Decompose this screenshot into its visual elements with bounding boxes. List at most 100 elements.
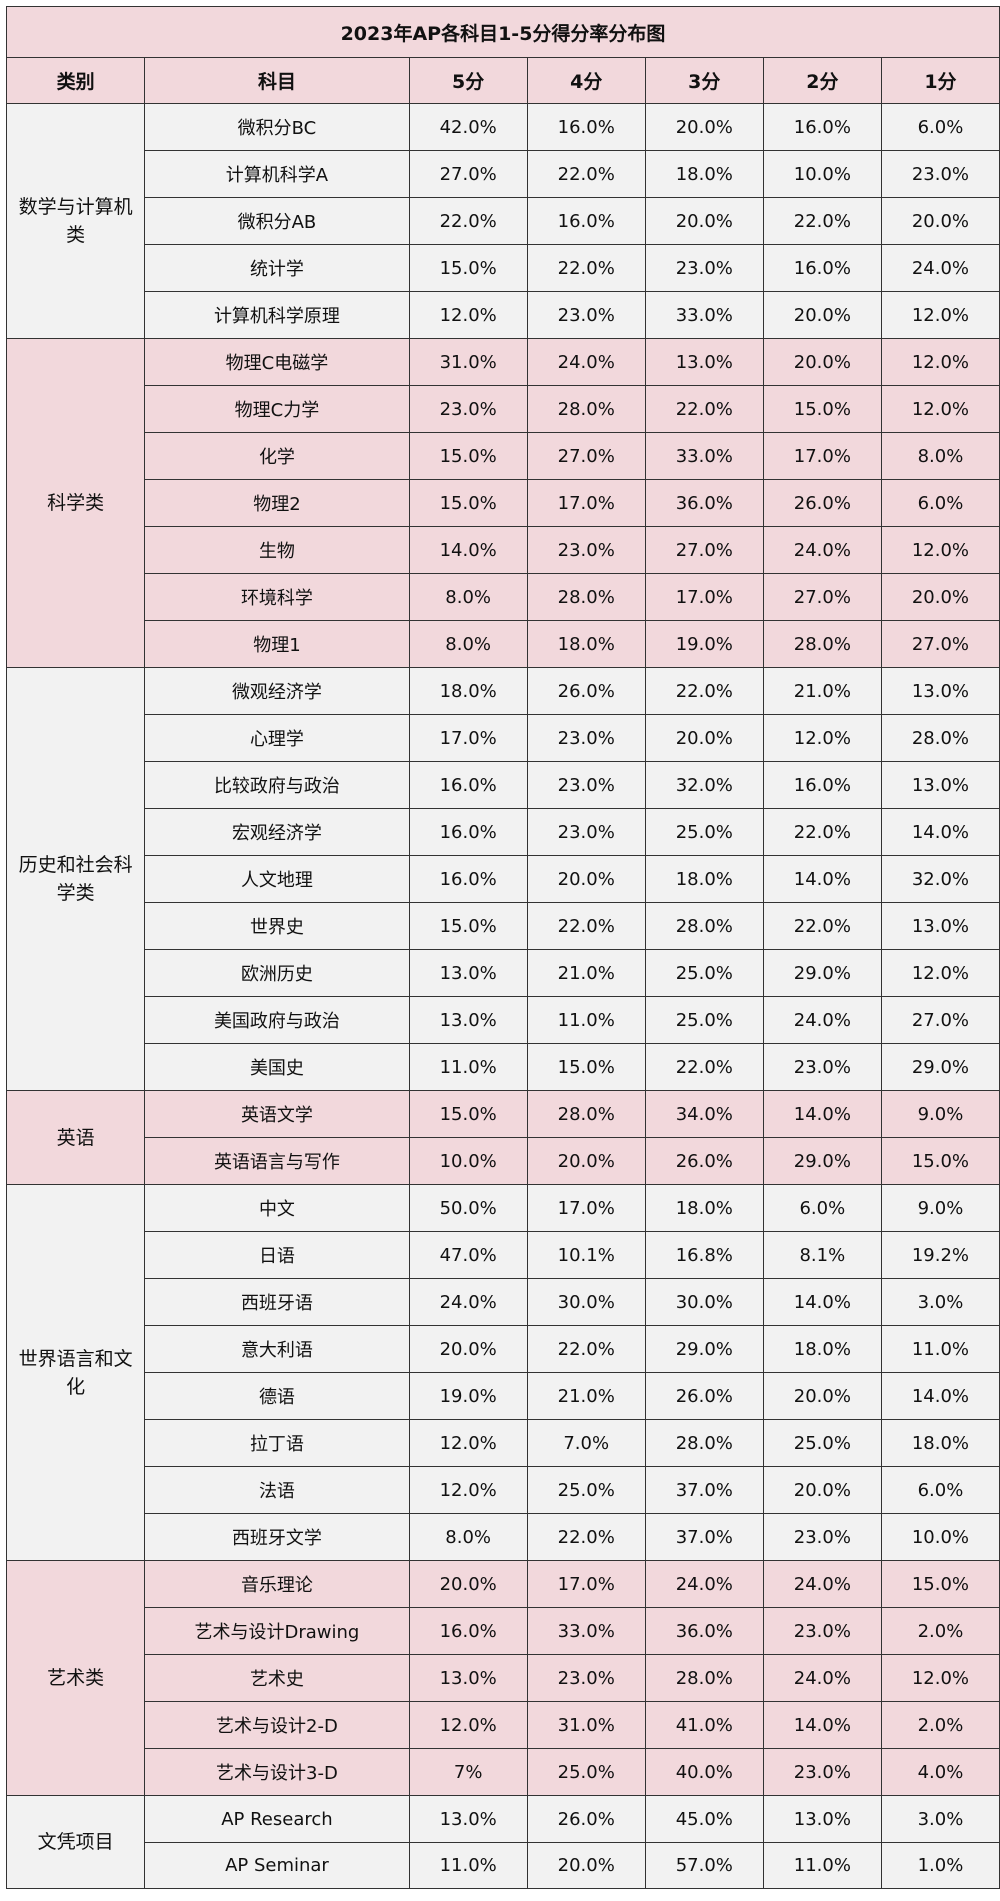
score-5-cell: 11.0% — [408, 1842, 528, 1889]
header-row: 类别 科目 5分 4分 3分 2分 1分 — [5, 57, 1000, 104]
score-4-cell: 25.0% — [526, 1466, 646, 1514]
table-row: 欧洲历史 13.0% 21.0% 25.0% 29.0% 12.0% — [7, 949, 1000, 997]
header-subject: 科目 — [144, 57, 410, 104]
score-1-cell: 24.0% — [880, 244, 1000, 292]
table-row: 德语 19.0% 21.0% 26.0% 20.0% 14.0% — [7, 1372, 1000, 1420]
score-2-cell: 23.0% — [762, 1043, 882, 1091]
header-category: 类别 — [5, 57, 146, 104]
category-cell: 艺术类 — [5, 1560, 146, 1796]
score-4-cell: 20.0% — [526, 1842, 646, 1889]
score-3-cell: 22.0% — [644, 1043, 764, 1091]
table-row: 比较政府与政治 16.0% 23.0% 32.0% 16.0% 13.0% — [7, 761, 1000, 809]
subject-cell: 艺术史 — [144, 1654, 410, 1702]
table-row: 法语 12.0% 25.0% 37.0% 20.0% 6.0% — [7, 1466, 1000, 1514]
score-1-cell: 3.0% — [880, 1795, 1000, 1843]
score-3-cell: 25.0% — [644, 996, 764, 1044]
score-1-cell: 14.0% — [880, 1372, 1000, 1420]
score-2-cell: 13.0% — [762, 1795, 882, 1843]
score-2-cell: 15.0% — [762, 385, 882, 433]
score-4-cell: 16.0% — [526, 197, 646, 245]
score-4-cell: 23.0% — [526, 761, 646, 809]
score-1-cell: 19.2% — [880, 1231, 1000, 1279]
category-cell: 科学类 — [5, 338, 146, 668]
score-2-cell: 20.0% — [762, 338, 882, 386]
subject-cell: 比较政府与政治 — [144, 761, 410, 809]
score-5-cell: 12.0% — [408, 1701, 528, 1749]
score-3-cell: 37.0% — [644, 1466, 764, 1514]
score-1-cell: 14.0% — [880, 808, 1000, 856]
score-4-cell: 21.0% — [526, 1372, 646, 1420]
score-5-cell: 17.0% — [408, 714, 528, 762]
score-2-cell: 16.0% — [762, 244, 882, 292]
score-1-cell: 1.0% — [880, 1842, 1000, 1889]
header-score-3: 3分 — [644, 57, 764, 104]
score-4-cell: 22.0% — [526, 1325, 646, 1373]
score-2-cell: 23.0% — [762, 1607, 882, 1655]
table-row: 英语 英语文学 15.0% 28.0% 34.0% 14.0% 9.0% — [5, 1090, 1000, 1185]
score-1-cell: 12.0% — [880, 1654, 1000, 1702]
subject-cell: 化学 — [144, 432, 410, 480]
table-row: 日语 47.0% 10.1% 16.8% 8.1% 19.2% — [7, 1231, 1000, 1279]
score-5-cell: 12.0% — [408, 291, 528, 339]
score-3-cell: 19.0% — [644, 620, 764, 668]
table-row: 英语语言与写作 10.0% 20.0% 26.0% 29.0% 15.0% — [7, 1137, 1000, 1185]
subject-cell: 环境科学 — [144, 573, 410, 621]
score-3-cell: 33.0% — [644, 291, 764, 339]
score-3-cell: 30.0% — [644, 1278, 764, 1326]
score-2-cell: 22.0% — [762, 902, 882, 950]
score-1-cell: 3.0% — [880, 1278, 1000, 1326]
score-5-cell: 23.0% — [408, 385, 528, 433]
table-row: 艺术史 13.0% 23.0% 28.0% 24.0% 12.0% — [7, 1654, 1000, 1702]
score-3-cell: 40.0% — [644, 1748, 764, 1796]
score-1-cell: 9.0% — [880, 1184, 1000, 1232]
score-5-cell: 8.0% — [408, 573, 528, 621]
score-3-cell: 13.0% — [644, 338, 764, 386]
score-3-cell: 36.0% — [644, 479, 764, 527]
score-2-cell: 24.0% — [762, 1654, 882, 1702]
table-row: 计算机科学A 27.0% 22.0% 18.0% 10.0% 23.0% — [7, 150, 1000, 198]
score-4-cell: 7.0% — [526, 1419, 646, 1467]
title-row: 2023年AP各科目1-5分得分率分布图 — [6, 6, 1000, 58]
score-5-cell: 13.0% — [408, 949, 528, 997]
table-row: 计算机科学原理 12.0% 23.0% 33.0% 20.0% 12.0% — [7, 291, 1000, 339]
score-5-cell: 20.0% — [408, 1325, 528, 1373]
score-1-cell: 12.0% — [880, 385, 1000, 433]
subject-cell: AP Seminar — [144, 1842, 410, 1889]
score-4-cell: 31.0% — [526, 1701, 646, 1749]
score-2-cell: 14.0% — [762, 1701, 882, 1749]
score-3-cell: 29.0% — [644, 1325, 764, 1373]
score-4-cell: 23.0% — [526, 1654, 646, 1702]
score-2-cell: 16.0% — [762, 761, 882, 809]
subject-cell: 美国史 — [144, 1043, 410, 1091]
score-5-cell: 27.0% — [408, 150, 528, 198]
header-score-1: 1分 — [880, 57, 1000, 104]
subject-cell: 美国政府与政治 — [144, 996, 410, 1044]
table-row: AP Seminar 11.0% 20.0% 57.0% 11.0% 1.0% — [7, 1842, 1000, 1889]
score-4-cell: 26.0% — [526, 667, 646, 715]
score-1-cell: 27.0% — [880, 996, 1000, 1044]
score-4-cell: 15.0% — [526, 1043, 646, 1091]
score-1-cell: 12.0% — [880, 949, 1000, 997]
score-1-cell: 13.0% — [880, 667, 1000, 715]
table-row: 历史和社会科学类 微观经济学 18.0% 26.0% 22.0% 21.0% 13.0% — [5, 667, 1000, 1091]
subject-cell: 物理1 — [144, 620, 410, 668]
score-3-cell: 45.0% — [644, 1795, 764, 1843]
table-row: 世界语言和文化 中文 50.0% 17.0% 18.0% 6.0% 9.0% — [5, 1184, 1000, 1561]
score-2-cell: 29.0% — [762, 1137, 882, 1185]
table-row: 微积分AB 22.0% 16.0% 20.0% 22.0% 20.0% — [7, 197, 1000, 245]
score-3-cell: 33.0% — [644, 432, 764, 480]
score-5-cell: 10.0% — [408, 1137, 528, 1185]
table-row: 科学类 物理C电磁学 31.0% 24.0% 13.0% 20.0% 12.0% — [5, 338, 1000, 668]
score-4-cell: 33.0% — [526, 1607, 646, 1655]
score-5-cell: 15.0% — [408, 902, 528, 950]
subject-cell: 计算机科学A — [144, 150, 410, 198]
score-3-cell: 20.0% — [644, 714, 764, 762]
score-5-cell: 14.0% — [408, 526, 528, 574]
score-4-cell: 28.0% — [526, 573, 646, 621]
score-1-cell: 20.0% — [880, 197, 1000, 245]
score-1-cell: 13.0% — [880, 902, 1000, 950]
score-4-cell: 23.0% — [526, 291, 646, 339]
score-2-cell: 27.0% — [762, 573, 882, 621]
subject-cell: 微观经济学 — [144, 667, 410, 715]
score-4-cell: 17.0% — [526, 1560, 646, 1608]
